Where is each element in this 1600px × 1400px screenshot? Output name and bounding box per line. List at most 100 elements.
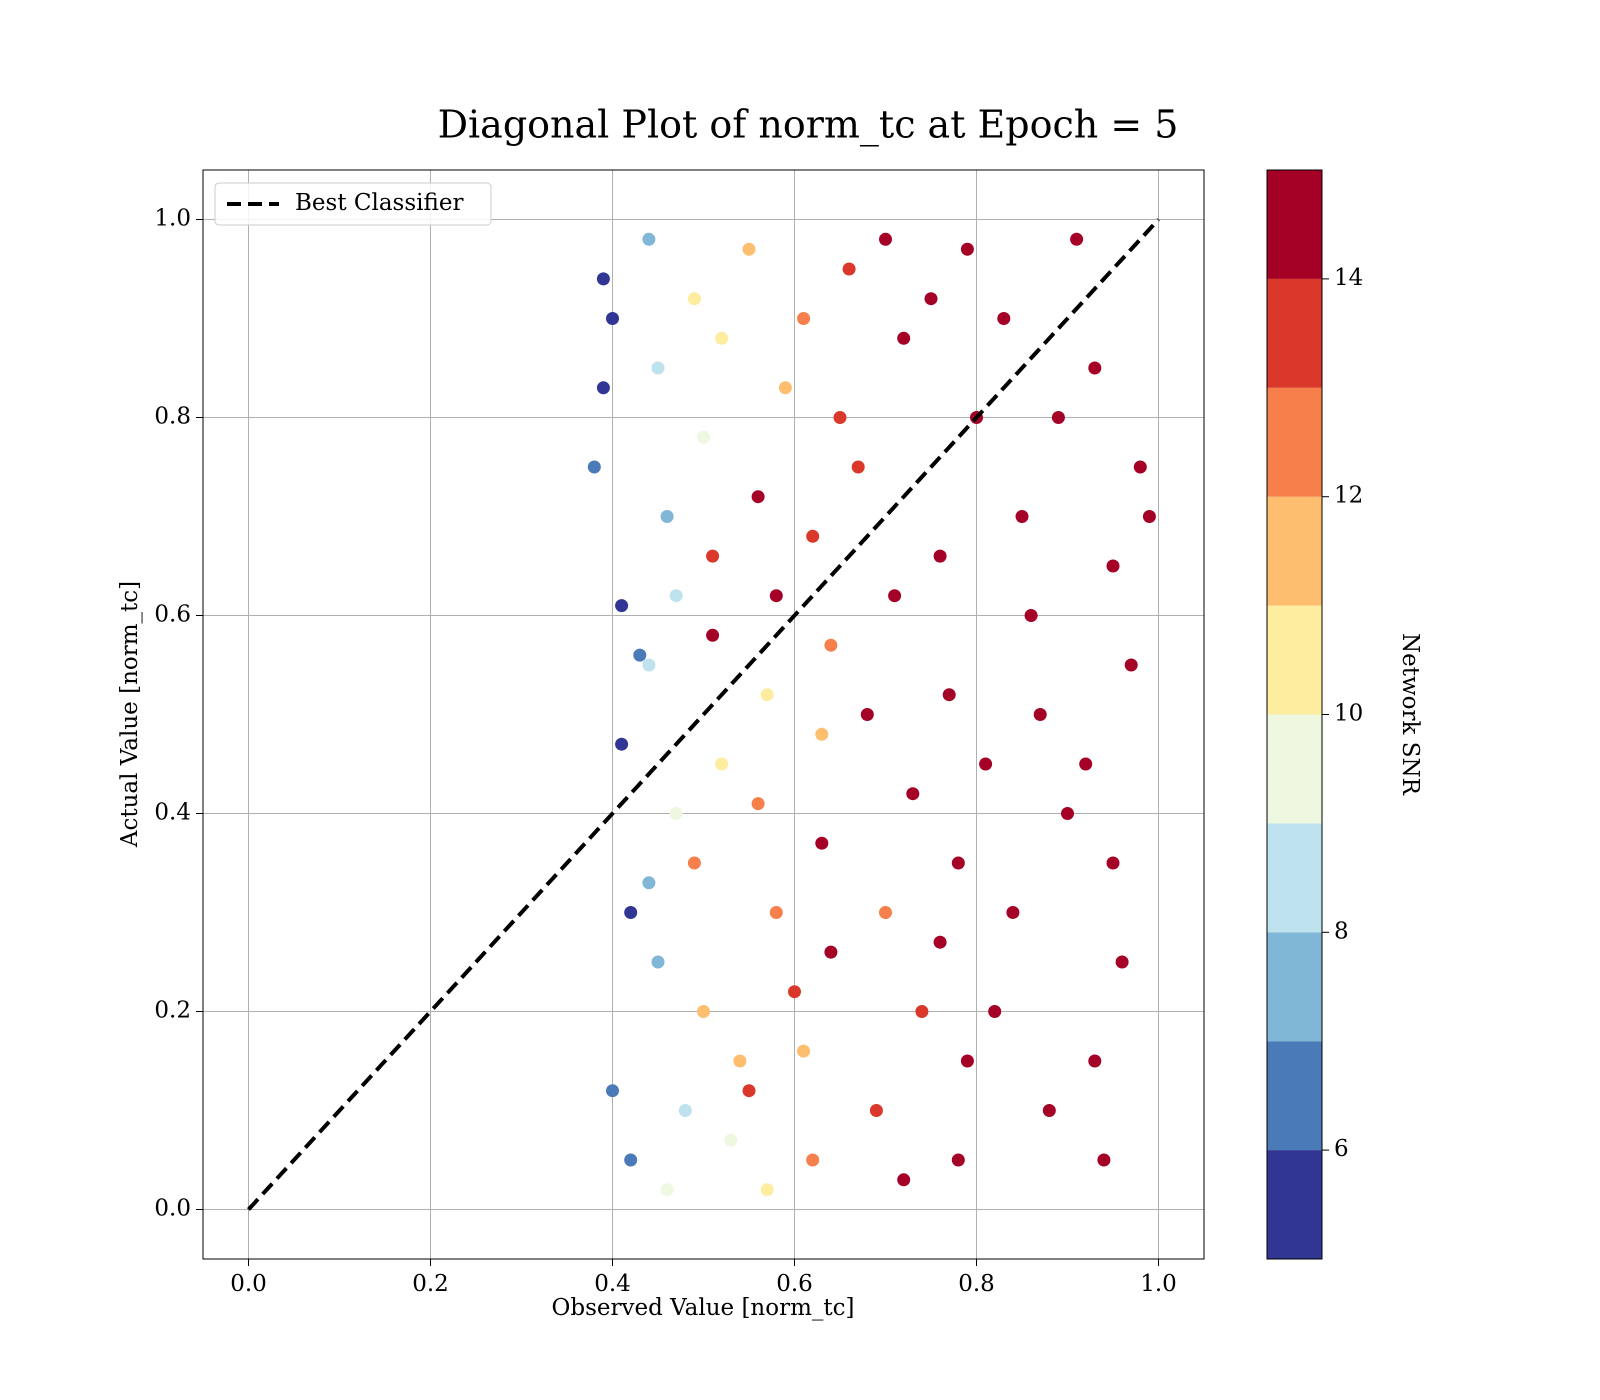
colorbar-segment [1267, 605, 1322, 715]
scatter-point [788, 985, 801, 999]
scatter-point [806, 1153, 820, 1167]
scatter-point [660, 510, 674, 523]
colorbar-tick-label: 12 [1334, 483, 1363, 509]
scatter-point [742, 242, 756, 256]
y-axis-label: Actual Value [norm_tc] [117, 581, 143, 848]
scatter-point [815, 727, 829, 741]
scatter-point [1088, 361, 1102, 375]
scatter-point [651, 361, 665, 375]
scatter-point [1133, 460, 1147, 474]
scatter-point [615, 599, 629, 613]
scatter-point [1079, 757, 1093, 771]
y-tick-label: 1.0 [154, 206, 191, 232]
scatter-point [869, 1104, 883, 1117]
scatter-point [606, 312, 619, 325]
scatter-point [1142, 510, 1156, 523]
y-tick-label: 0.6 [154, 602, 191, 628]
colorbar-segment [1267, 1041, 1322, 1151]
scatter-point [879, 232, 892, 246]
scatter-point [797, 1044, 811, 1058]
scatter-point [888, 589, 902, 603]
scatter-point [933, 935, 947, 949]
x-tick-label: 0.4 [594, 1271, 631, 1297]
scatter-point [642, 658, 656, 672]
scatter-point [824, 945, 838, 959]
scatter-point [1015, 510, 1029, 523]
colorbar-segment [1267, 823, 1322, 933]
scatter-point [897, 1173, 911, 1187]
colorbar-segment [1267, 714, 1322, 824]
scatter-point [1024, 609, 1038, 622]
colorbar-tick-label: 10 [1334, 701, 1363, 727]
x-tick-label: 0.2 [412, 1271, 449, 1297]
colorbar-segment [1267, 932, 1322, 1042]
best-classifier-line [247, 218, 1160, 1211]
scatter-point [1088, 1054, 1102, 1068]
scatter-point [897, 331, 911, 345]
scatter-point [851, 460, 865, 474]
colorbar-label: Network SNR [1397, 633, 1423, 796]
scatter-point [751, 490, 765, 504]
scatter-point [942, 688, 956, 702]
x-axis-label: Observed Value [norm_tc] [552, 1295, 855, 1321]
scatter-point [615, 737, 629, 751]
scatter-point [997, 312, 1011, 325]
scatter-point [751, 797, 765, 811]
scatter-point [806, 529, 820, 543]
legend-label: Best Classifier [295, 190, 463, 216]
scatter-point [769, 589, 783, 603]
scatter-point [651, 955, 665, 969]
scatter-point [606, 1084, 619, 1098]
scatter-point [669, 807, 683, 820]
scatter-point [587, 460, 601, 474]
scatter-point [724, 1133, 738, 1147]
y-tick-label: 0.4 [154, 800, 191, 826]
scatter-point [951, 856, 965, 870]
colorbar-tick-label: 6 [1334, 1136, 1349, 1162]
scatter-point [669, 589, 683, 603]
scatter-point [797, 312, 811, 325]
scatter-point [842, 262, 856, 276]
colorbar-segment [1267, 1150, 1322, 1259]
scatter-point [760, 688, 774, 702]
scatter-point [697, 430, 710, 444]
scatter-point [715, 331, 729, 345]
scatter-point [769, 906, 783, 919]
scatter-point [624, 1153, 638, 1167]
scatter-point [687, 856, 701, 870]
scatter-point [678, 1104, 692, 1117]
scatter-point [742, 1084, 756, 1098]
plot-frame [202, 169, 1205, 1260]
scatter-point [1042, 1104, 1056, 1117]
scatter-point [760, 1183, 774, 1197]
scatter-point [960, 1054, 974, 1068]
colorbar-segment [1267, 278, 1322, 388]
colorbar-segment [1267, 496, 1322, 606]
y-tick-label: 0.0 [154, 1196, 191, 1222]
x-tick-label: 1.0 [1140, 1271, 1177, 1297]
chart-title: Diagonal Plot of norm_tc at Epoch = 5 [438, 103, 1179, 148]
scatter-point [933, 549, 947, 563]
scatter-point [715, 757, 729, 771]
scatter-point [697, 1005, 710, 1018]
y-tick-label: 0.8 [154, 404, 191, 430]
scatter-point [979, 757, 993, 771]
scatter-point [906, 787, 920, 801]
scatter-point [1061, 807, 1074, 820]
scatter-point [624, 906, 638, 919]
scatter-point [596, 272, 610, 286]
scatter-point [1106, 856, 1120, 870]
scatter-point [824, 638, 838, 652]
scatter-point [951, 1153, 965, 1167]
scatter-point [596, 381, 610, 395]
scatter-point [706, 549, 720, 563]
scatter-point [1097, 1153, 1111, 1167]
scatter-point [915, 1005, 929, 1018]
scatter-point [960, 242, 974, 256]
colorbar-tick-label: 14 [1334, 265, 1363, 291]
y-tick-label: 0.2 [154, 998, 191, 1024]
colorbar-tick-label: 8 [1334, 918, 1349, 944]
scatter-point [1115, 955, 1129, 969]
scatter-point [706, 628, 720, 642]
